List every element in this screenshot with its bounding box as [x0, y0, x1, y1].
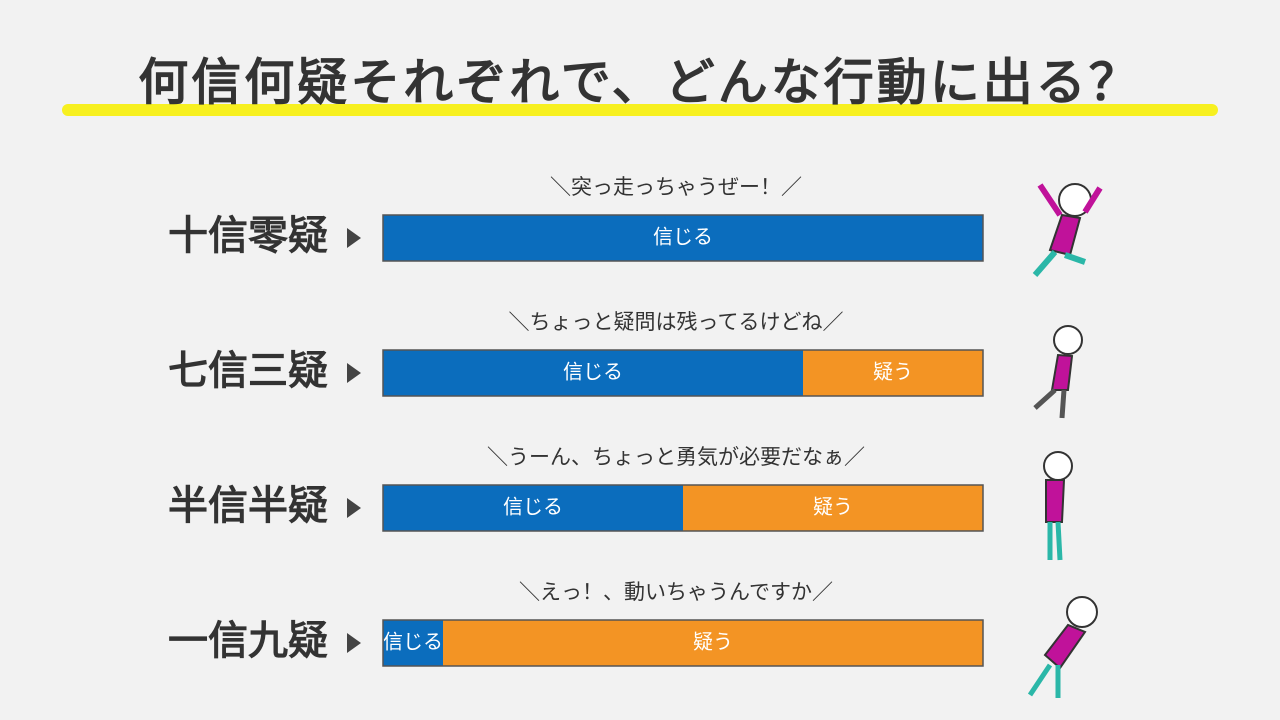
bar-segment — [383, 485, 683, 531]
bar-segment — [683, 485, 983, 531]
segment-label: 疑う — [693, 630, 733, 654]
row-marker — [347, 228, 361, 248]
bar-outline — [382, 619, 984, 667]
illustrations — [1027, 183, 1103, 698]
category-label: 十信零疑 — [168, 213, 328, 259]
category-label: 一信九疑 — [168, 618, 328, 664]
category-label: 半信半疑 — [168, 483, 328, 529]
bar-segment — [443, 620, 983, 666]
annotation: ＼突っ走っちゃうぜー！／ — [550, 175, 802, 199]
bar-outline — [382, 214, 984, 262]
bar-outline — [382, 349, 984, 397]
segment-label: 信じる — [653, 225, 713, 249]
bar-segment — [383, 620, 443, 666]
segment-label: 信じる — [383, 630, 443, 654]
annotation: ＼えっ！、動いちゃうんですか／ — [519, 580, 833, 604]
annotation: ＼うーん、ちょっと勇気が必要だなぁ／ — [487, 445, 865, 469]
annotation: ＼ちょっと疑問は残ってるけどね／ — [509, 310, 844, 334]
row-marker — [347, 498, 361, 518]
segment-label: 疑う — [813, 495, 853, 519]
segment-label: 信じる — [503, 495, 563, 519]
segment-label: 疑う — [873, 360, 913, 384]
row-marker — [347, 363, 361, 383]
category-label: 七信三疑 — [168, 348, 328, 394]
bar-segment — [383, 215, 983, 261]
bar-segment — [383, 350, 803, 396]
bar-outline — [382, 484, 984, 532]
segment-label: 信じる — [563, 360, 623, 384]
bar-segment — [803, 350, 983, 396]
chart-title: 何信何疑それぞれで、どんな行動に出る？ — [138, 54, 1142, 112]
row-marker — [347, 633, 361, 653]
